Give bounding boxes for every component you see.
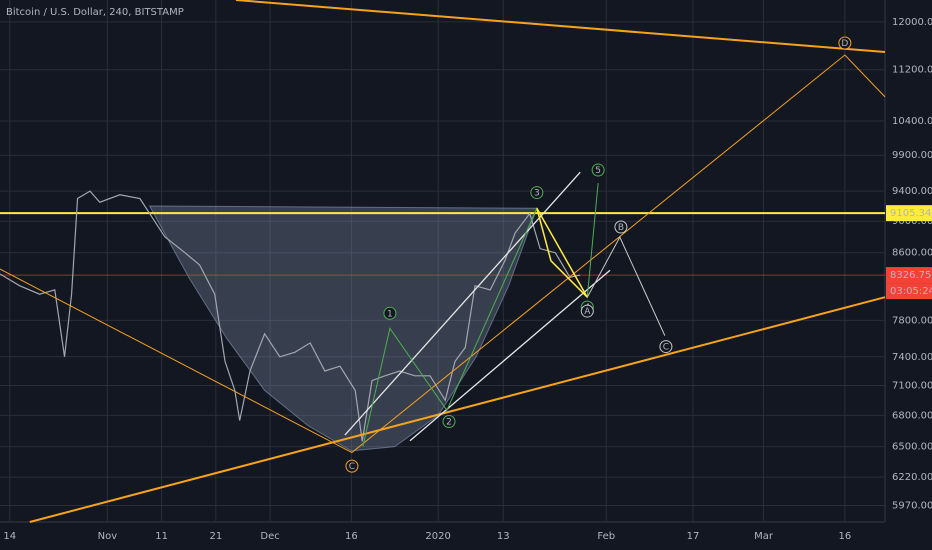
y-tick-label: 7100.00: [892, 380, 932, 391]
y-tick-label: 6500.00: [892, 442, 932, 453]
x-tick-label: 14: [3, 531, 16, 542]
trend-line: [536, 207, 588, 298]
trend-line: [29, 296, 886, 523]
wave-label-circle: [580, 304, 594, 318]
trend-line: [362, 182, 599, 447]
plot-area: 1234A5BCCD: [0, 0, 886, 523]
y-tick-label: 9900.00: [892, 150, 932, 161]
countdown-label: 03:05:24: [890, 286, 932, 297]
y-tick-label: 8600.00: [892, 248, 932, 259]
x-tick-label: 21: [209, 531, 222, 542]
axes: 12000.00 11200.00 10400.00 9900.00 9400.00 90…: [3, 17, 932, 542]
y-tick-label: 6800.00: [892, 410, 932, 421]
wave-label-circle: [530, 186, 544, 200]
wave-label: 5: [595, 166, 601, 176]
wave-label: A: [584, 307, 591, 317]
wave-label-circle: [383, 306, 397, 320]
x-tick-label: 16: [345, 531, 358, 542]
wave-label-circle: [838, 36, 852, 50]
wave-label-circle: [591, 163, 605, 177]
x-tick-label: 2020: [425, 531, 450, 542]
wave-label-circle: [614, 220, 628, 234]
y-tick-label: 11200.00: [892, 65, 932, 76]
wave-label-circle: [659, 340, 673, 354]
y-tick-label: 6220.00: [892, 472, 932, 483]
y-tick-label: 9000.00: [892, 216, 932, 227]
y-tick-label: 7800.00: [892, 315, 932, 326]
price-tag-label: 8326.75: [890, 270, 931, 281]
trend-line: [409, 269, 611, 442]
y-tick-label: 10400.00: [892, 116, 932, 127]
wave-label: D: [841, 39, 848, 49]
price-tag-label: 9105.34: [890, 208, 931, 219]
trend-line: [0, 54, 886, 454]
x-tick-label: Dec: [260, 531, 279, 542]
y-tick-label: 9400.00: [892, 186, 932, 197]
chart-title: Bitcoin / U.S. Dollar, 240, BITSTAMP: [6, 7, 184, 18]
y-tick-label: 5970.00: [892, 501, 932, 512]
countdown-tag: [886, 283, 932, 300]
x-tick-label: Nov: [98, 531, 118, 542]
x-tick-label: Feb: [597, 531, 615, 542]
price-tag: [886, 267, 932, 284]
x-tick-label: 17: [687, 531, 700, 542]
wave-label: B: [618, 223, 624, 233]
wave-label: 2: [446, 418, 452, 428]
wave-label: C: [349, 462, 355, 472]
wave-label-circle: [345, 459, 359, 473]
wave-label-circle: [442, 415, 456, 429]
x-tick-label: 13: [497, 531, 510, 542]
price-tag: [886, 205, 932, 222]
wave-label: C: [663, 343, 669, 353]
trend-line: [586, 236, 666, 336]
x-tick-label: Mar: [754, 531, 774, 542]
price-line-series: [0, 190, 581, 442]
x-tick-label: 16: [839, 531, 852, 542]
wave-label: 1: [387, 309, 393, 319]
y-tick-label: 7400.00: [892, 352, 932, 363]
wave-label: 3: [534, 189, 540, 199]
x-tick-label: 11: [155, 531, 168, 542]
y-tick-label: 12000.00: [892, 17, 932, 28]
trend-line: [235, 0, 886, 54]
grid: [0, 0, 885, 522]
